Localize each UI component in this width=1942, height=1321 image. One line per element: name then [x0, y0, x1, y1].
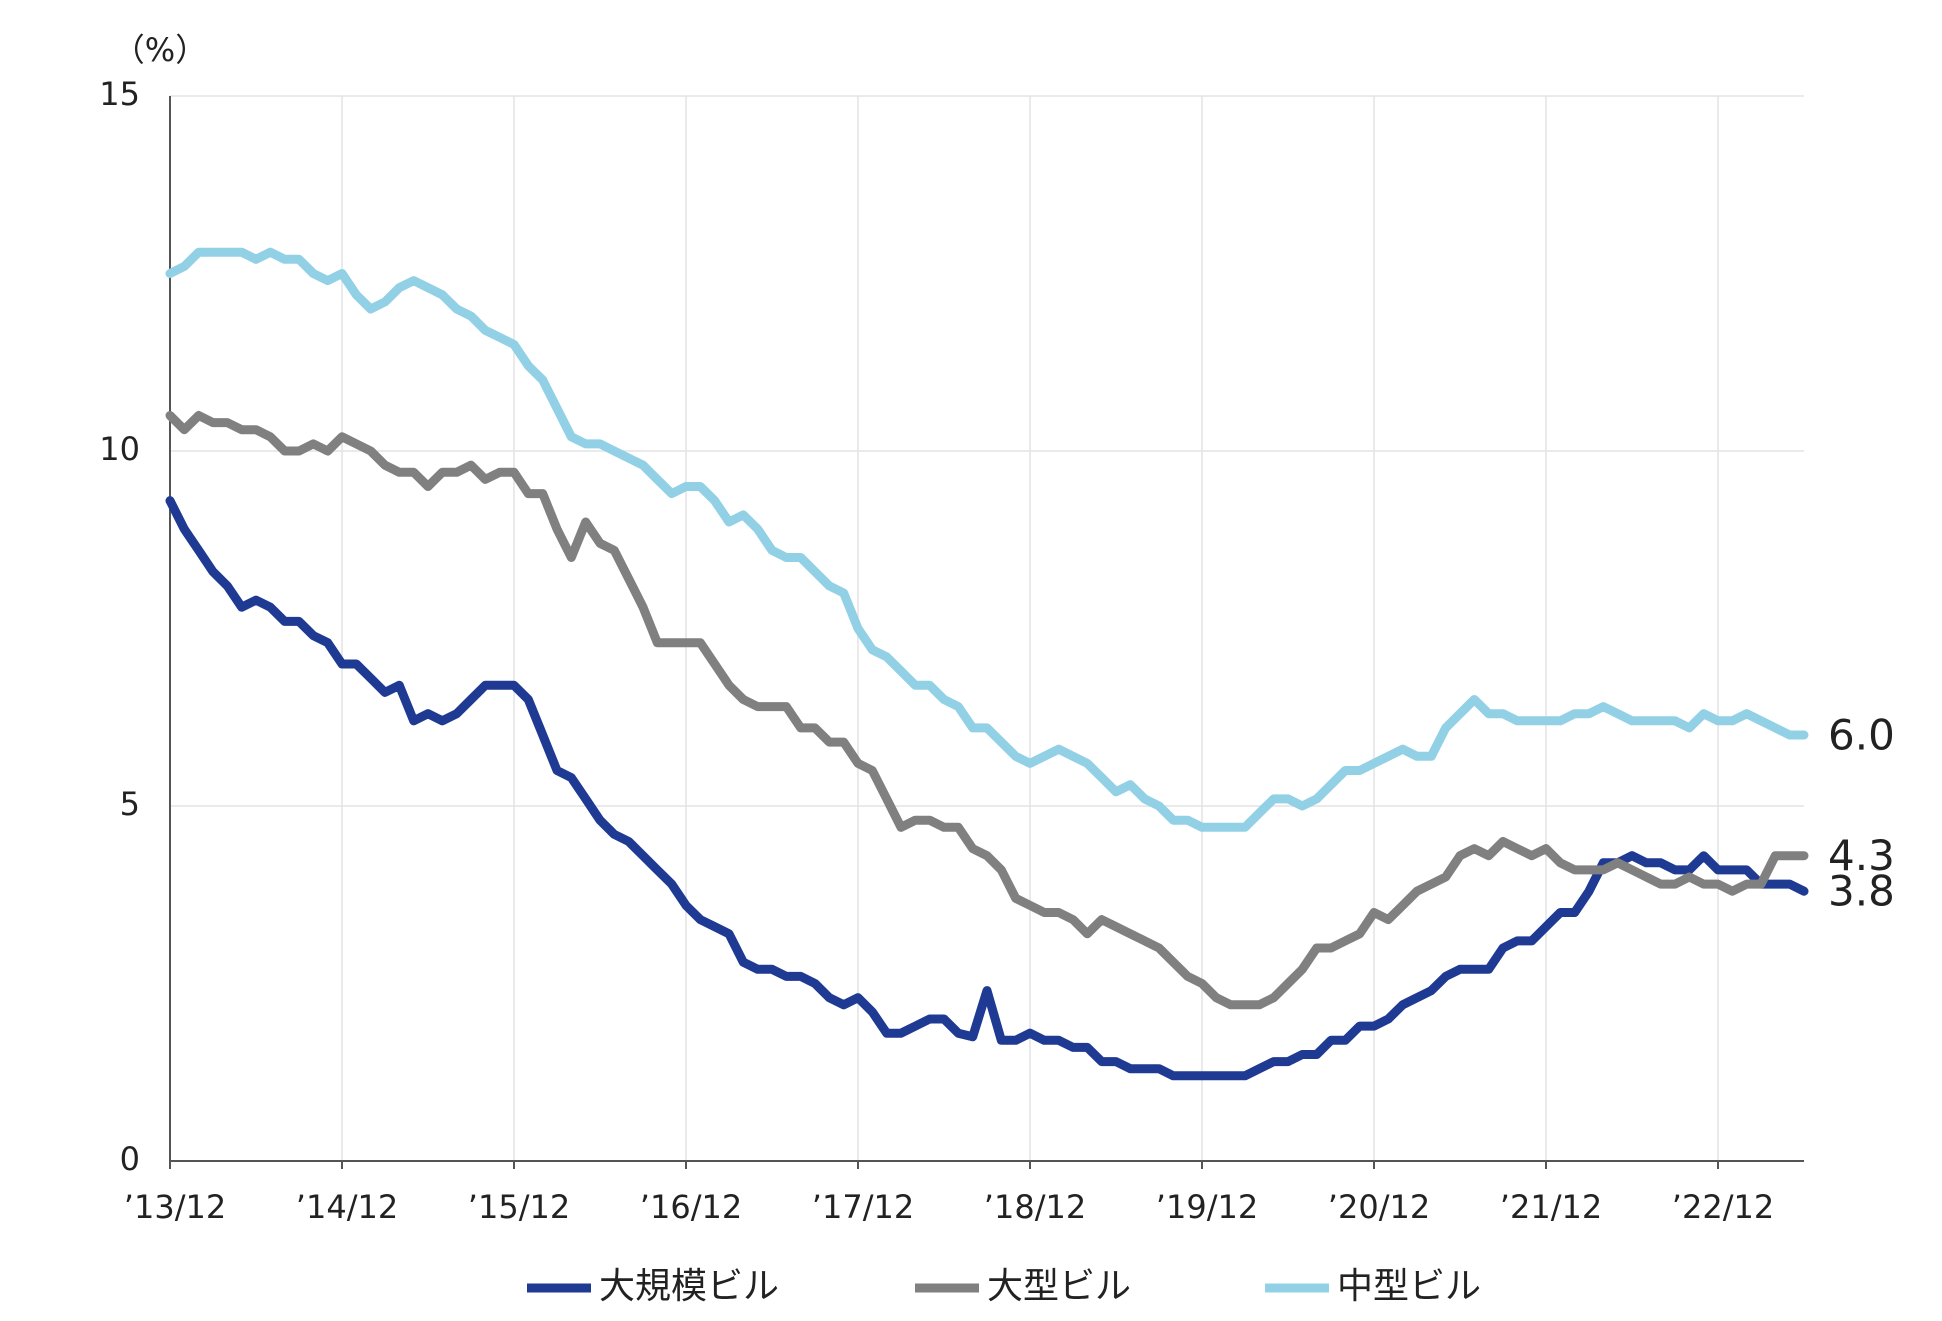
y-tick-label: 0 — [120, 1140, 140, 1178]
series-line — [165, 247, 1809, 832]
end-label: 4.3 — [1828, 831, 1895, 880]
legend-label: 中型ビル — [1337, 1266, 1481, 1307]
y-tick-label: 10 — [99, 430, 140, 468]
x-tick-label: ’22/12 — [1672, 1188, 1774, 1226]
end-label: 3.8 — [1828, 867, 1895, 916]
x-tick-label: ’21/12 — [1500, 1188, 1602, 1226]
x-tick-label: ’17/12 — [812, 1188, 914, 1226]
series-line — [165, 496, 1809, 1081]
y-tick-label: 5 — [120, 785, 140, 823]
x-tick-label: ’20/12 — [1328, 1188, 1430, 1226]
x-tick-label: ’19/12 — [1156, 1188, 1258, 1226]
series-line — [165, 411, 1809, 1010]
x-tick-label: ’16/12 — [640, 1188, 742, 1226]
x-tick-label: ’13/12 — [124, 1188, 226, 1226]
x-tick-label: ’14/12 — [296, 1188, 398, 1226]
x-tick-label: ’15/12 — [468, 1188, 570, 1226]
y-tick-label: 15 — [99, 75, 140, 113]
legend-label: 大型ビル — [987, 1266, 1131, 1307]
x-tick-label: ’18/12 — [984, 1188, 1086, 1226]
unit-label: （%） — [113, 31, 207, 69]
end-label: 6.0 — [1828, 711, 1895, 760]
legend-label: 大規模ビル — [599, 1266, 779, 1307]
